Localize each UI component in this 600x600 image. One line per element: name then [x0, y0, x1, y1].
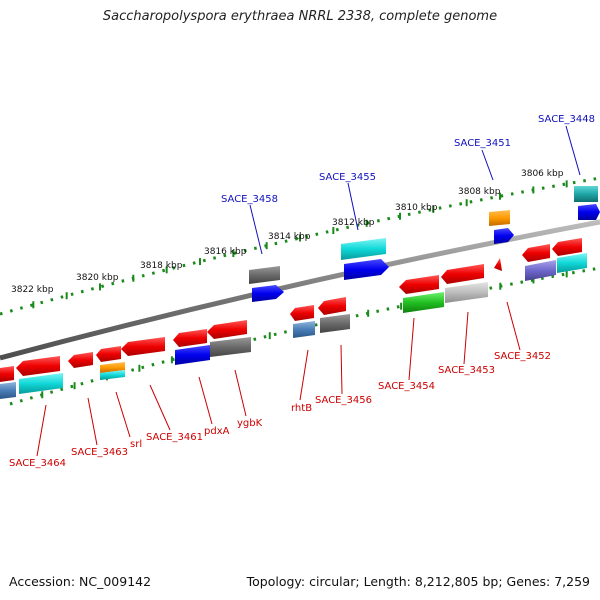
gene-arrow[interactable]	[290, 305, 314, 321]
forward-genes	[249, 186, 600, 302]
gene-arrow[interactable]	[522, 244, 550, 262]
ruler-label: 3806 kbp	[521, 169, 564, 179]
gene-arrow[interactable]	[494, 228, 514, 244]
gene-label[interactable]: ygbK	[237, 418, 263, 429]
gene-arrow[interactable]	[207, 320, 247, 339]
gene-arrow[interactable]	[68, 352, 93, 368]
gene-label[interactable]: SACE_3454	[378, 381, 435, 392]
ruler-label: 3812 kbp	[332, 218, 375, 228]
gene-arrow[interactable]	[16, 356, 60, 376]
gene-arrow[interactable]	[96, 346, 121, 362]
gene-label[interactable]: SACE_3458	[221, 194, 278, 205]
ruler-label: 3816 kbp	[204, 247, 247, 257]
forward-gene-labels: SACE_3448 SACE_3451 SACE_3455 SACE_3458	[221, 114, 595, 205]
ruler-labels: 3806 kbp 3808 kbp 3810 kbp 3812 kbp 3814…	[11, 169, 564, 295]
gene-arrow[interactable]	[552, 238, 582, 256]
accession-text: Accession: NC_009142	[9, 574, 152, 589]
gene-label[interactable]: SACE_3453	[438, 365, 495, 376]
gene-arrow[interactable]	[100, 362, 125, 373]
gene-arrow[interactable]	[578, 204, 600, 220]
gene-arrow[interactable]	[489, 210, 510, 226]
gene-arrow[interactable]	[403, 292, 444, 313]
gene-arrow[interactable]	[100, 370, 125, 380]
gene-arrow[interactable]	[252, 285, 284, 302]
gene-label[interactable]: SACE_3455	[319, 172, 376, 183]
gene-arrow[interactable]	[525, 260, 556, 281]
gene-arrow[interactable]	[494, 258, 502, 271]
ruler-dotted-arc	[0, 176, 600, 316]
gene-arrow[interactable]	[249, 266, 280, 284]
gene-arrow[interactable]	[320, 314, 350, 333]
gene-arrow[interactable]	[173, 329, 207, 347]
gene-arrow[interactable]	[344, 259, 389, 280]
gene-arrow[interactable]	[19, 373, 63, 394]
gene-arrow[interactable]	[293, 321, 315, 338]
gene-arrow[interactable]	[399, 275, 439, 294]
gene-label[interactable]: srl	[130, 439, 142, 450]
gene-arrow[interactable]	[341, 238, 386, 260]
reverse-genes	[0, 238, 587, 399]
ruler-label: 3822 kbp	[11, 285, 54, 295]
gene-arrow[interactable]	[445, 282, 488, 303]
gene-label[interactable]: SACE_3456	[315, 395, 372, 406]
gene-arrow[interactable]	[574, 186, 598, 202]
gene-arrow[interactable]	[318, 297, 346, 315]
gene-arrow[interactable]	[441, 264, 484, 284]
ruler-major-ticks	[32, 180, 568, 309]
gene-label[interactable]: SACE_3448	[538, 114, 595, 125]
ruler-label: 3808 kbp	[458, 187, 501, 197]
gene-label[interactable]: SACE_3451	[454, 138, 511, 149]
gene-arrow[interactable]	[175, 345, 210, 365]
inner-dotted-arc	[9, 266, 600, 406]
gene-label[interactable]: SACE_3452	[494, 351, 551, 362]
gene-arrow[interactable]	[121, 337, 165, 356]
gene-label[interactable]: SACE_3464	[9, 458, 66, 469]
genome-backbone	[0, 219, 600, 361]
reverse-gene-labels: SACE_3452 SACE_3453 SACE_3454 SACE_3456 …	[9, 351, 551, 469]
leader-lines	[36, 125, 581, 457]
gene-label[interactable]: SACE_3463	[71, 447, 128, 458]
gene-arrow[interactable]	[0, 366, 14, 382]
ruler-label: 3818 kbp	[140, 261, 183, 271]
gene-arrow[interactable]	[210, 337, 251, 357]
genome-summary-text: Topology: circular; Length: 8,212,805 bp…	[246, 574, 590, 589]
ruler-label: 3820 kbp	[76, 273, 119, 283]
gene-arrow[interactable]	[0, 382, 16, 399]
gene-label[interactable]: rhtB	[291, 403, 312, 414]
ruler-label: 3814 kbp	[268, 232, 311, 242]
gene-label[interactable]: pdxA	[204, 426, 230, 437]
ruler-label: 3810 kbp	[395, 203, 438, 213]
gene-label[interactable]: SACE_3461	[146, 432, 203, 443]
genome-title: Saccharopolyspora erythraea NRRL 2338, c…	[102, 9, 498, 24]
gene-arrow[interactable]	[557, 253, 587, 273]
